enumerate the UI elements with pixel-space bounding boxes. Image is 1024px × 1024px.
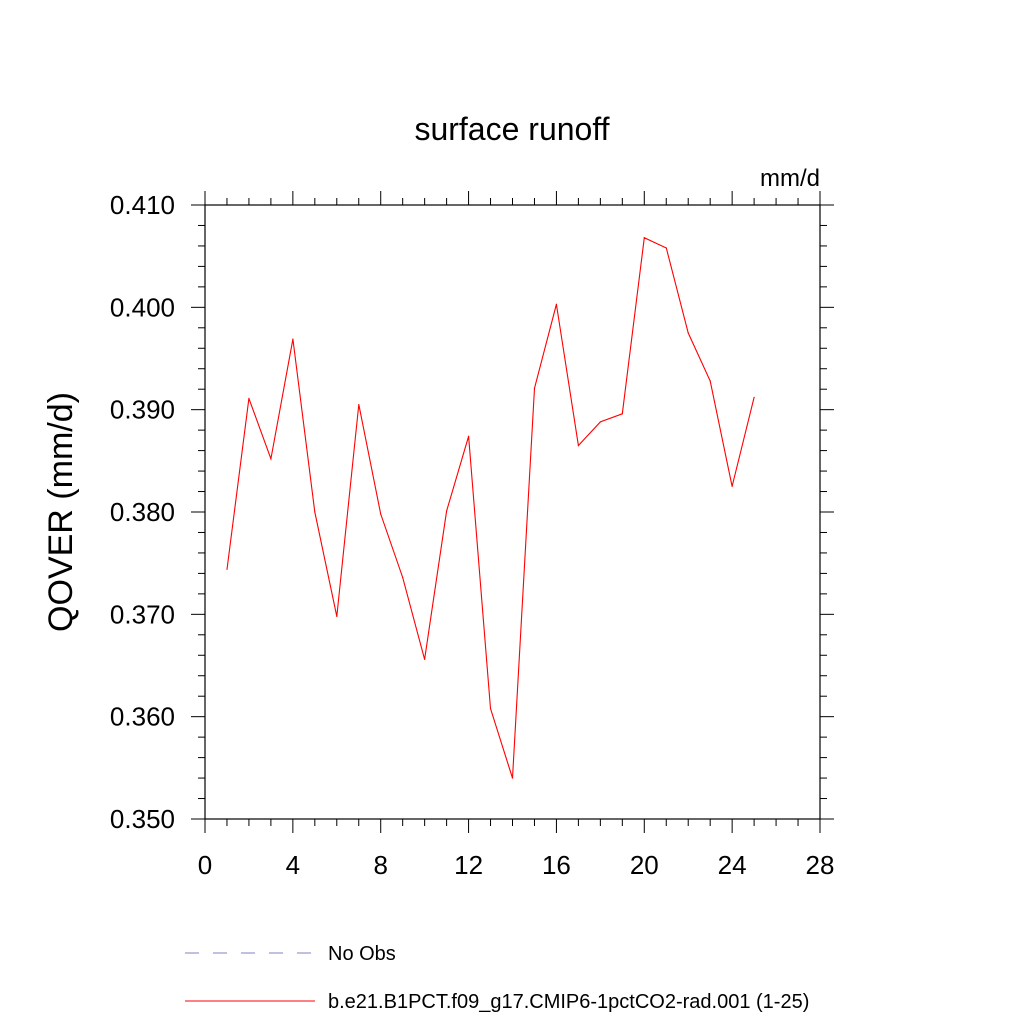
data-point — [358, 403, 360, 406]
data-point — [511, 777, 514, 779]
legend: No Obs b.e21.B1PCT.f09_g17.CMIP6-1pctCO2… — [185, 943, 809, 1013]
data-point — [709, 380, 711, 382]
data-point — [402, 576, 404, 579]
data-point — [270, 458, 272, 460]
x-tick-label: 16 — [542, 850, 571, 880]
data-point — [753, 396, 755, 398]
data-point — [489, 707, 492, 710]
data-point — [314, 511, 316, 513]
x-tick-label: 12 — [454, 850, 483, 880]
data-point — [380, 513, 382, 515]
y-tick-label: 0.370 — [110, 599, 175, 629]
data-point — [731, 485, 733, 488]
x-tick-label: 24 — [718, 850, 747, 880]
x-tick-label: 20 — [630, 850, 659, 880]
data-point — [555, 303, 558, 305]
legend-label-model: b.e21.B1PCT.f09_g17.CMIP6-1pctCO2-rad.00… — [328, 991, 809, 1013]
series-line-model — [226, 236, 755, 779]
y-tick-label: 0.400 — [110, 292, 175, 322]
data-point — [446, 510, 448, 512]
axis-ticks — [191, 191, 834, 833]
y-tick-label: 0.350 — [110, 804, 175, 834]
data-point — [533, 387, 536, 389]
data-point — [665, 247, 667, 249]
legend-label-obs: No Obs — [328, 943, 396, 965]
data-point — [687, 332, 689, 334]
chart-title: surface runoff — [414, 111, 609, 147]
y-tick-label: 0.410 — [110, 190, 175, 220]
y-tick-label: 0.380 — [110, 497, 175, 527]
data-point — [643, 237, 645, 239]
x-tick-label: 4 — [286, 850, 300, 880]
data-point — [226, 568, 228, 570]
y-tick-label: 0.360 — [110, 702, 175, 732]
data-point — [621, 413, 623, 415]
data-point — [467, 435, 470, 437]
data-point — [336, 615, 338, 617]
x-tick-label: 0 — [198, 850, 212, 880]
x-tick-label: 28 — [806, 850, 835, 880]
data-point — [599, 421, 601, 423]
plot-frame — [204, 204, 821, 820]
axis-tick-labels: 0 4 8 12 16 20 24 28 0.350 0.360 0.370 0.380 0.390 0.… — [110, 190, 835, 880]
y-axis-label: QOVER (mm/d) — [42, 392, 80, 632]
data-point — [292, 338, 294, 340]
data-series — [226, 236, 755, 779]
data-point — [248, 397, 250, 400]
x-tick-label: 8 — [373, 850, 387, 880]
y-tick-label: 0.390 — [110, 395, 175, 425]
units-label: mm/d — [760, 165, 820, 192]
data-point — [424, 658, 426, 660]
data-point — [577, 444, 579, 447]
